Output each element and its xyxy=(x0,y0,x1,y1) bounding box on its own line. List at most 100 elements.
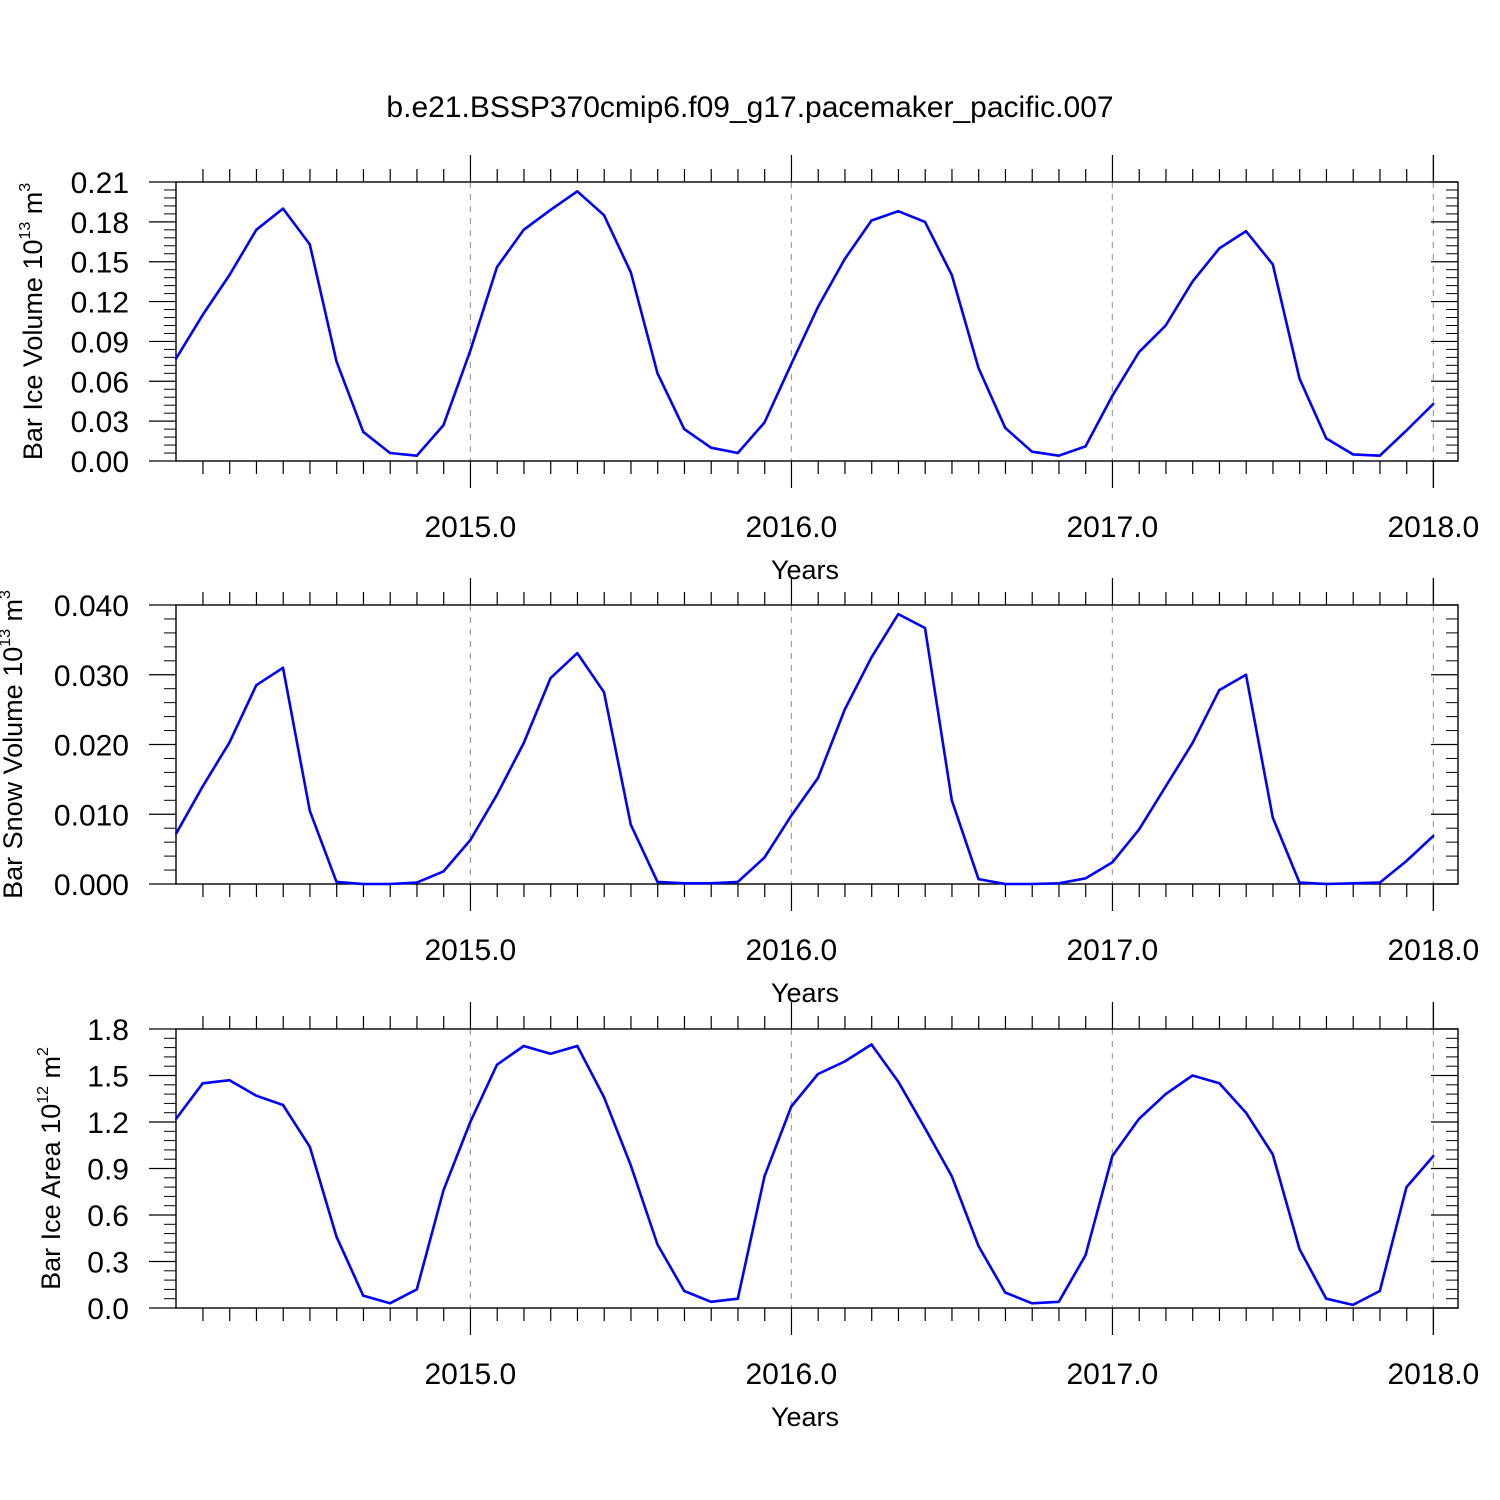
y-tick-label: 0.010 xyxy=(54,799,129,832)
y-tick-label: 0.000 xyxy=(54,869,129,902)
x-axis-label: Years xyxy=(771,555,839,585)
data-point xyxy=(602,691,606,694)
data-point xyxy=(1271,816,1275,819)
data-point xyxy=(950,1175,953,1178)
data-point xyxy=(388,451,392,455)
data-point xyxy=(1137,350,1141,354)
data-point xyxy=(1432,402,1435,406)
data-point xyxy=(549,1052,552,1056)
data-point xyxy=(576,1044,579,1048)
data-point xyxy=(1164,785,1167,788)
data-point xyxy=(335,360,338,363)
data-point xyxy=(1004,882,1007,886)
plot-frame xyxy=(175,604,1459,885)
x-tick-label: 2016.0 xyxy=(745,511,837,544)
data-point xyxy=(790,814,793,817)
y-tick-label: 1.2 xyxy=(87,1107,129,1140)
data-point xyxy=(763,1175,766,1178)
data-point xyxy=(415,881,418,884)
data-point xyxy=(977,366,980,370)
y-tick-label: 0.020 xyxy=(54,730,129,763)
data-point xyxy=(1218,247,1221,250)
data-point xyxy=(950,273,953,277)
y-tick-label: 0.00 xyxy=(71,446,129,479)
data-point xyxy=(1271,263,1275,266)
data-point xyxy=(308,243,311,246)
data-point xyxy=(1111,861,1114,864)
data-point xyxy=(1298,1247,1301,1251)
data-point xyxy=(1030,882,1034,886)
x-tick-label: 2017.0 xyxy=(1066,511,1158,544)
data-point xyxy=(1111,1154,1114,1158)
data-point xyxy=(549,208,552,212)
series-line xyxy=(174,190,1435,458)
data-point xyxy=(362,430,365,433)
data-point xyxy=(281,1103,285,1107)
data-point xyxy=(1084,877,1087,880)
data-point xyxy=(736,451,739,455)
data-point xyxy=(1298,377,1301,380)
data-point xyxy=(308,809,311,812)
data-point xyxy=(442,870,445,873)
data-point xyxy=(843,257,846,261)
data-point xyxy=(469,838,472,842)
data-point xyxy=(255,684,258,687)
data-point xyxy=(1244,230,1248,233)
data-point xyxy=(816,776,820,780)
x-tick-label: 2018.0 xyxy=(1387,934,1479,967)
plot-frame xyxy=(175,1028,1459,1309)
data-point xyxy=(1030,450,1034,453)
data-point xyxy=(1218,688,1221,692)
data-point xyxy=(656,1243,659,1246)
plot-frame xyxy=(175,181,1459,462)
data-point xyxy=(1244,1111,1248,1114)
data-point xyxy=(281,666,285,669)
panels: 0.00 0.03 0.06 0.09 0.12 0.15 0.18 0.21 2015.0 20… xyxy=(0,155,1479,1432)
data-point xyxy=(763,421,766,424)
data-point xyxy=(1432,834,1435,838)
data-point xyxy=(201,313,204,317)
x-tick-label: 2015.0 xyxy=(424,511,516,544)
data-point xyxy=(656,372,659,375)
data-point xyxy=(1164,324,1167,327)
data-point xyxy=(1298,881,1301,884)
x-tick-label: 2018.0 xyxy=(1387,1358,1479,1391)
data-point xyxy=(816,1072,820,1076)
data-point xyxy=(923,1127,927,1130)
data-point xyxy=(1004,426,1007,429)
series-line xyxy=(174,1043,1435,1307)
data-point xyxy=(1164,1092,1167,1096)
y-axis-label: Bar Ice Volume 1013 m3 xyxy=(17,183,48,460)
y-tick-label: 0.18 xyxy=(71,207,129,240)
data-point xyxy=(201,1082,204,1085)
data-point xyxy=(201,785,204,788)
y-tick-label: 1.5 xyxy=(87,1061,129,1094)
data-point xyxy=(923,220,927,224)
x-axis-label: Years xyxy=(771,1402,839,1432)
data-point xyxy=(1137,828,1141,831)
y-tick-label: 1.8 xyxy=(87,1014,129,1047)
data-point xyxy=(388,1302,392,1305)
data-point xyxy=(790,362,793,366)
y-tick-label: 0.21 xyxy=(71,167,129,200)
data-point xyxy=(1432,1154,1435,1158)
data-point xyxy=(522,228,525,231)
data-point xyxy=(415,1288,418,1291)
data-point xyxy=(1378,454,1382,457)
data-point xyxy=(683,1289,686,1293)
data-point xyxy=(1351,882,1355,885)
data-point xyxy=(388,882,392,886)
x-tick-label: 2015.0 xyxy=(424,1358,516,1391)
data-point xyxy=(1325,882,1328,886)
data-point xyxy=(1325,1297,1328,1300)
series-line xyxy=(174,612,1435,886)
y-axis-label: Bar Snow Volume 1013 m3 xyxy=(0,590,28,899)
data-point xyxy=(1351,1303,1355,1307)
data-point xyxy=(1191,741,1194,745)
data-point xyxy=(736,1297,739,1300)
data-point xyxy=(1191,1074,1194,1077)
data-point xyxy=(897,210,900,213)
data-point xyxy=(870,656,873,659)
data-point xyxy=(977,877,980,881)
data-point xyxy=(281,207,285,210)
